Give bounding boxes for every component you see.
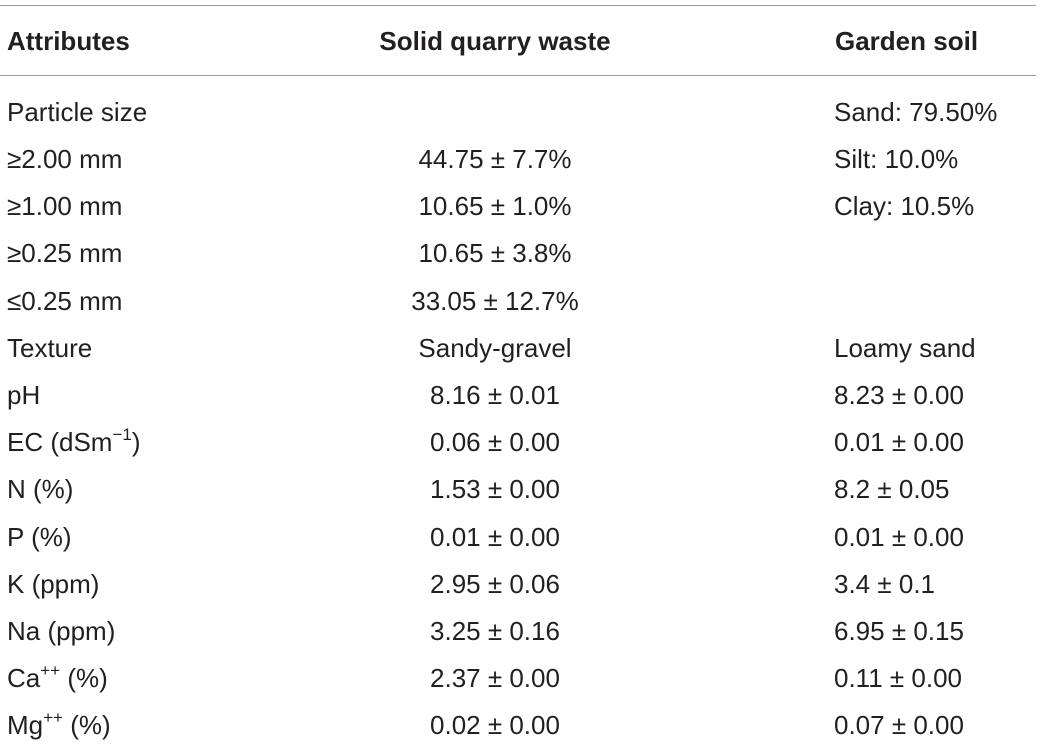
attribute-suffix: (%) (60, 663, 108, 693)
header-bottom-rule (0, 75, 1036, 76)
attribute-cell: Ca++ (%) (7, 655, 108, 702)
garden-soil-value: 8.2 ± 0.05 (834, 474, 950, 504)
attribute-suffix: (%) (62, 710, 111, 740)
header-attributes: Attributes (7, 26, 130, 56)
table-row: Na (ppm) 3.25 ± 0.16 6.95 ± 0.15 (0, 608, 1040, 655)
attribute-superscript: −1 (112, 425, 132, 444)
table-row: P (%) 0.01 ± 0.00 0.01 ± 0.00 (0, 514, 1040, 561)
attribute-cell: ≥2.00 mm (7, 136, 122, 183)
attribute-cell: Na (ppm) (7, 608, 115, 655)
table-row: K (ppm) 2.95 ± 0.06 3.4 ± 0.1 (0, 561, 1040, 608)
garden-soil-value: 0.01 ± 0.00 (834, 427, 964, 457)
quarry-waste-value: 3.25 ± 0.16 (430, 616, 560, 646)
garden-soil-value: Clay: 10.5% (834, 191, 975, 221)
attribute-cell: ≥0.25 mm (7, 230, 122, 277)
garden-soil-value: 6.95 ± 0.15 (834, 616, 964, 646)
quarry-waste-value: 1.53 ± 0.00 (430, 474, 560, 504)
table-row: ≥1.00 mm 10.65 ± 1.0% Clay: 10.5% (0, 183, 1040, 230)
header-garden-soil: Garden soil (835, 26, 979, 56)
table-header-row: Attributes Solid quarry waste Garden soi… (0, 6, 1040, 75)
attribute-cell: Particle size (7, 89, 147, 136)
attribute-label: ≥1.00 mm (7, 191, 123, 221)
garden-soil-value: Silt: 10.0% (834, 144, 959, 174)
table-row: Ca++ (%) 2.37 ± 0.00 0.11 ± 0.00 (0, 655, 1040, 702)
garden-soil-value: 0.11 ± 0.00 (834, 663, 962, 693)
garden-soil-value: Sand: 79.50% (834, 97, 998, 127)
attribute-cell: EC (dSm−1) (7, 419, 141, 466)
table-row: ≥0.25 mm 10.65 ± 3.8% (0, 230, 1040, 277)
attribute-cell: Texture (7, 325, 92, 372)
quarry-waste-value: 2.95 ± 0.06 (430, 569, 560, 599)
table-row: EC (dSm−1) 0.06 ± 0.00 0.01 ± 0.00 (0, 419, 1040, 466)
table-row: N (%) 1.53 ± 0.00 8.2 ± 0.05 (0, 466, 1040, 513)
quarry-waste-value: 8.16 ± 0.01 (430, 380, 560, 410)
attribute-cell: K (ppm) (7, 561, 99, 608)
attribute-superscript: ++ (40, 661, 61, 680)
attribute-cell: ≥1.00 mm (7, 183, 122, 230)
garden-soil-value: 0.07 ± 0.00 (834, 710, 964, 740)
garden-soil-value: 0.01 ± 0.00 (834, 522, 964, 552)
table-row: ≥2.00 mm 44.75 ± 7.7% Silt: 10.0% (0, 136, 1040, 183)
garden-soil-value: 8.23 ± 0.00 (834, 380, 964, 410)
table-row: Texture Sandy-gravel Loamy sand (0, 325, 1040, 372)
table-top-rule (0, 5, 1036, 6)
table-row: ≤0.25 mm 33.05 ± 12.7% (0, 278, 1040, 325)
quarry-waste-value: 0.01 ± 0.00 (430, 522, 560, 552)
table-row: Mg++ (%) 0.02 ± 0.00 0.07 ± 0.00 (0, 702, 1040, 749)
attribute-label: Ca (7, 663, 41, 693)
quarry-waste-value: 0.02 ± 0.00 (430, 710, 560, 740)
table-row: Particle size Sand: 79.50% (0, 89, 1040, 136)
attribute-cell: pH (7, 372, 40, 419)
garden-soil-value: Loamy sand (834, 333, 976, 363)
quarry-waste-value: Sandy-gravel (418, 333, 572, 363)
quarry-waste-value: 33.05 ± 12.7% (411, 286, 579, 316)
attribute-label: pH (7, 380, 41, 410)
attribute-cell: P (%) (7, 514, 72, 561)
attribute-label: Na (ppm) (7, 616, 116, 646)
attribute-label: Particle size (7, 97, 148, 127)
quarry-waste-value: 10.65 ± 1.0% (418, 191, 572, 221)
attribute-cell: Mg++ (%) (7, 702, 111, 749)
attribute-label: Texture (7, 333, 93, 363)
attribute-label: Mg (7, 710, 44, 740)
attribute-label: EC (dSm (7, 427, 113, 457)
attribute-label: N (%) (7, 474, 74, 504)
attribute-superscript: ++ (43, 708, 63, 727)
header-solid-quarry-waste: Solid quarry waste (379, 26, 611, 56)
attribute-cell: ≤0.25 mm (7, 278, 122, 325)
attribute-label: ≥0.25 mm (7, 238, 123, 268)
attribute-cell: N (%) (7, 466, 73, 513)
attribute-label: P (%) (7, 522, 72, 552)
garden-soil-value: 3.4 ± 0.1 (834, 569, 936, 599)
quarry-waste-value: 10.65 ± 3.8% (418, 238, 572, 268)
attribute-label: ≤0.25 mm (7, 286, 123, 316)
attribute-label: K (ppm) (7, 569, 100, 599)
quarry-waste-value: 44.75 ± 7.7% (418, 144, 572, 174)
quarry-waste-value: 2.37 ± 0.00 (430, 663, 560, 693)
table-row: pH 8.16 ± 0.01 8.23 ± 0.00 (0, 372, 1040, 419)
attribute-label: ≥2.00 mm (7, 144, 123, 174)
attribute-suffix: ) (131, 427, 141, 457)
quarry-waste-value: 0.06 ± 0.00 (430, 427, 560, 457)
